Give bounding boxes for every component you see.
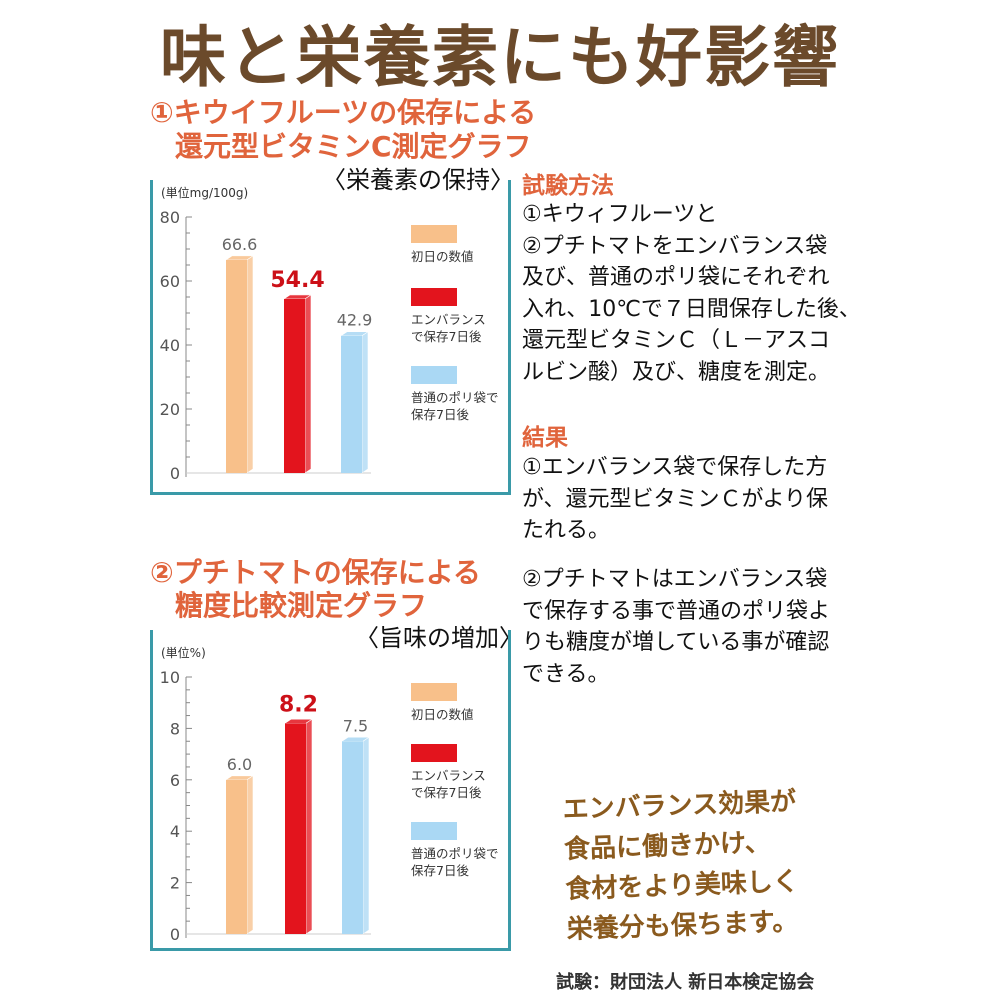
method-line: 入れ、10℃で７日間保存した後、	[522, 296, 861, 322]
legend-label: エンバランス	[411, 768, 486, 783]
bar	[226, 259, 247, 473]
chart1-title-line1: ①キウイフルーツの保存による	[150, 96, 537, 129]
legend-label: 普通のポリ袋で	[411, 390, 499, 405]
chart2-title-line2: 糖度比較測定グラフ	[175, 589, 428, 622]
result-line: たれる。	[522, 518, 611, 543]
result-text-2: ②プチトマトはエンバランス袋 で保存する事で普通のポリ袋よ りも糖度が増している…	[522, 564, 830, 690]
method-text: ①キウィフルーツと ②プチトマトをエンバランス袋 及び、普通のポリ袋にそれぞれ …	[522, 199, 861, 388]
legend-label: 初日の数値	[411, 707, 474, 722]
bar-value-label: 54.4	[270, 268, 324, 293]
result-line: ②プチトマトはエンバランス袋	[522, 567, 828, 592]
bar	[342, 741, 363, 934]
method-heading: 試験方法	[522, 173, 614, 199]
y-tick-label: 60	[160, 272, 180, 291]
legend-label: 初日の数値	[411, 249, 474, 264]
legend-label: 保存7日後	[411, 407, 469, 422]
bar-value-label: 66.6	[222, 235, 258, 254]
bar-value-label: 42.9	[337, 311, 373, 330]
bar	[341, 335, 362, 473]
bar-side	[246, 255, 254, 474]
bar-value-label: 7.5	[343, 716, 368, 735]
chart2-title-line1: ②プチトマトの保存による	[150, 556, 481, 589]
result-line: で保存する事で普通のポリ袋よ	[522, 598, 831, 624]
y-unit-label: (単位mg/100g)	[161, 185, 248, 200]
method-line: 還元型ビタミンＣ（Ｌ－アスコ	[522, 328, 831, 353]
chart1-panel: (単位mg/100g) 0 20 40 60 80 66.6 54.4 42.9 初日の数値エンバ…	[150, 180, 511, 495]
method-line: 及び、普通のポリ袋にそれぞれ	[522, 265, 830, 290]
result-text-1: ①エンバランス袋で保存した方 が、還元型ビタミンＣがより保 たれる。	[522, 452, 828, 547]
note-line: 栄養分も保ちます。	[566, 906, 799, 945]
method-line: ①キウィフルーツと	[522, 202, 718, 227]
bar-value-label: 8.2	[279, 692, 318, 717]
method-line: ②プチトマトをエンバランス袋	[522, 233, 828, 259]
result-line: ①エンバランス袋で保存した方	[522, 455, 828, 480]
bar-side	[304, 294, 312, 474]
chart1-subtitle: 〈栄養素の保持〉	[322, 166, 514, 194]
y-tick-label: 20	[160, 400, 180, 419]
legend-swatch	[411, 822, 457, 840]
legend-swatch	[411, 366, 457, 384]
result-line: が、還元型ビタミンＣがより保	[522, 486, 829, 512]
bar-side	[362, 736, 370, 935]
legend-label: 普通のポリ袋で	[411, 846, 499, 861]
bar	[284, 298, 305, 473]
legend-swatch	[411, 683, 457, 701]
y-tick-label: 10	[160, 668, 180, 687]
chart2-subtitle: 〈旨味の増加〉	[355, 624, 523, 652]
y-unit-label: (単位%)	[161, 645, 206, 660]
legend-label: で保存7日後	[411, 785, 482, 800]
legend-swatch	[411, 225, 457, 243]
test-credit: 試験：財団法人 新日本検定協会	[556, 972, 815, 993]
bar	[226, 779, 247, 934]
bar-side	[361, 331, 369, 474]
y-tick-label: 8	[170, 719, 180, 738]
y-tick-label: 0	[170, 925, 180, 944]
y-tick-label: 4	[170, 822, 180, 841]
legend-label: で保存7日後	[411, 329, 482, 344]
y-tick-label: 40	[160, 336, 180, 355]
y-tick-label: 2	[170, 874, 180, 893]
y-tick-label: 80	[160, 208, 180, 227]
chart1-title-line2: 還元型ビタミンC測定グラフ	[175, 130, 532, 163]
legend-label: 保存7日後	[411, 863, 469, 878]
y-tick-label: 0	[170, 464, 180, 483]
result-line: できる。	[522, 661, 610, 687]
method-line: ルビン酸）及び、糖度を測定。	[522, 359, 831, 385]
bar	[285, 723, 306, 934]
y-tick-label: 6	[170, 771, 180, 790]
page-title: 味と栄養素にも好影響	[160, 19, 840, 96]
legend-swatch	[411, 744, 457, 762]
chart2-panel: (単位%) 0 2 4 6 8 10 6.0 8.2 7.5 初日の数値エンバランス で保存7日後普通…	[150, 630, 511, 951]
chart2-svg: (単位%) 0 2 4 6 8 10 6.0 8.2 7.5 初日の数値エンバランスで保存7日後普通…	[160, 645, 499, 944]
handwritten-note: エンバランス効果が 食品に働きかけ、 食材をより美味しく 栄養分も保ちます。	[562, 782, 801, 950]
bar-side	[305, 718, 313, 935]
chart1-svg: (単位mg/100g) 0 20 40 60 80 66.6 54.4 42.9 初日の数値エンバ…	[160, 185, 499, 483]
bar-side	[246, 775, 254, 935]
result-line: りも糖度が増している事が確認	[522, 630, 830, 655]
legend-label: エンバランス	[411, 312, 486, 327]
bar-value-label: 6.0	[227, 755, 252, 774]
legend-swatch	[411, 288, 457, 306]
result-heading: 結果	[522, 425, 568, 451]
